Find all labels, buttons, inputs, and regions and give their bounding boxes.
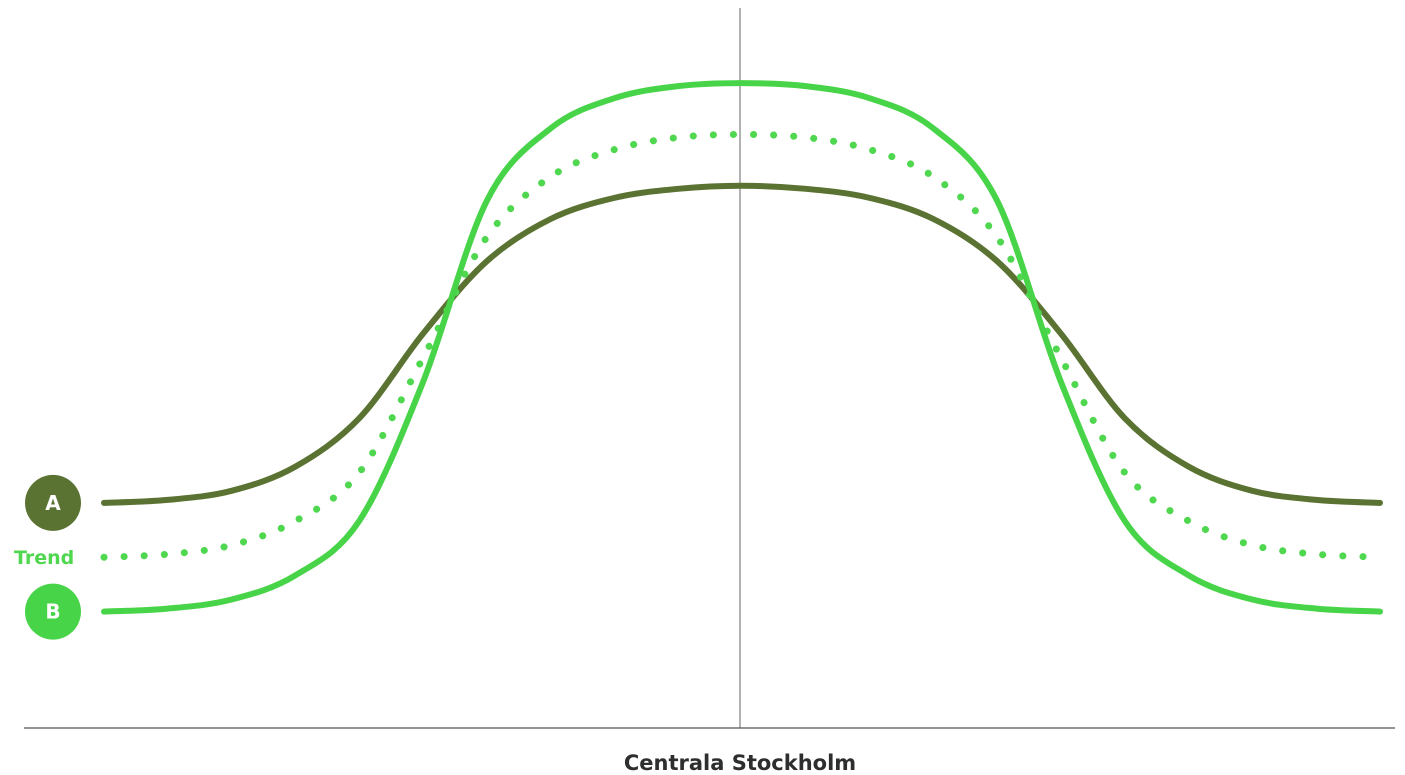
legend-badge-b: B xyxy=(25,583,81,640)
legend-layer: A Trend B xyxy=(14,474,81,640)
legend-badge-a: A xyxy=(25,474,81,531)
x-axis-label: Centrala Stockholm xyxy=(624,751,856,775)
series-layer xyxy=(100,80,1384,615)
legend-badge-circle-b xyxy=(25,583,81,640)
series-line-trend xyxy=(100,130,1384,561)
series-line-a xyxy=(101,182,1383,506)
legend-badge-circle-a xyxy=(25,474,81,531)
series-line-b xyxy=(101,80,1383,615)
legend-badge-label-b: B xyxy=(45,600,60,624)
legend-badge-label-a: A xyxy=(45,491,61,515)
legend-label-trend: Trend xyxy=(14,547,74,569)
